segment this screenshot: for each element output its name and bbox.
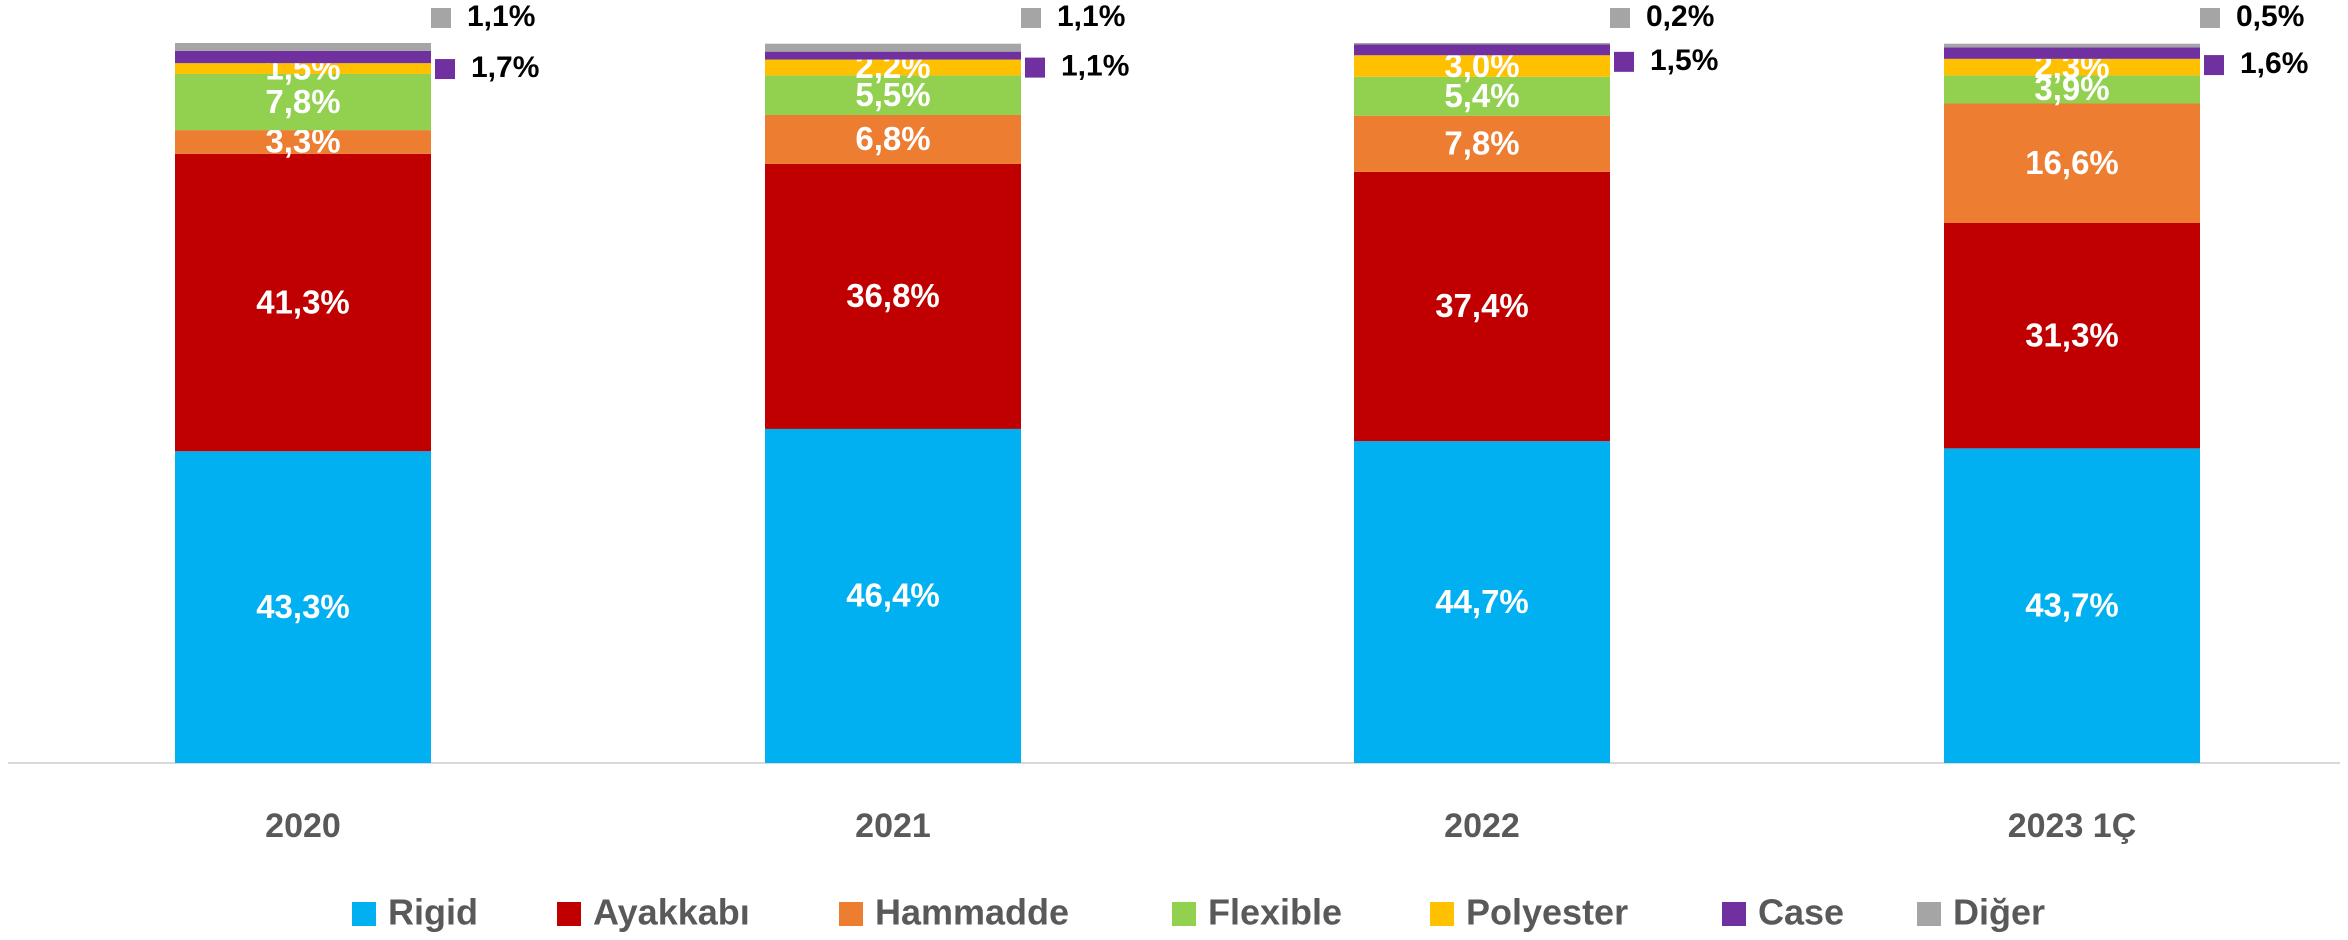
label-marker <box>2200 8 2220 28</box>
x-tick-label: 2022 <box>1444 807 1520 845</box>
bar-segment <box>765 115 1021 164</box>
bar-segment <box>765 59 1021 76</box>
data-label: 1,1% <box>1057 0 1125 33</box>
data-label: 3,9% <box>2034 70 2109 107</box>
bar-segment <box>1354 441 1610 763</box>
bar-segment <box>1354 115 1610 172</box>
data-label: 1,1% <box>467 0 535 33</box>
bar-segment <box>765 51 1021 60</box>
label-marker <box>2204 55 2224 76</box>
legend-label: Case <box>1758 892 1844 933</box>
bar-segment <box>1944 75 2200 104</box>
legend-label: Ayakkabı <box>593 892 750 933</box>
legend-marker <box>1917 902 1941 926</box>
legend-marker <box>352 902 376 926</box>
data-label: 44,7% <box>1435 583 1529 620</box>
legend-marker <box>1722 902 1746 926</box>
legend-label: Rigid <box>388 892 478 933</box>
data-label: 46,4% <box>846 577 940 614</box>
legend-marker <box>839 902 863 926</box>
bar-segment <box>175 63 431 74</box>
data-label: 5,5% <box>855 76 930 113</box>
x-tick-label: 2021 <box>855 807 931 845</box>
data-label: 1,1% <box>1061 50 1129 83</box>
bar-segment <box>1354 55 1610 77</box>
legend-label: Hammadde <box>875 892 1069 933</box>
data-label: 1,7% <box>471 51 539 84</box>
bar-segment <box>175 130 431 154</box>
bar-segment <box>1944 103 2200 223</box>
bar-segment <box>175 50 431 64</box>
data-label: 43,3% <box>256 588 350 625</box>
bar-segment <box>1354 43 1610 45</box>
legend-label: Diğer <box>1953 892 2045 933</box>
bar-segment <box>765 75 1021 115</box>
data-label: 43,7% <box>2025 586 2119 623</box>
bar-segment <box>1944 58 2200 76</box>
bar-segment <box>1944 223 2200 449</box>
legend-label: Flexible <box>1208 892 1342 933</box>
legend-label: Polyester <box>1466 892 1628 933</box>
legend-marker <box>1430 902 1454 926</box>
label-marker <box>435 59 455 80</box>
data-label: 7,8% <box>1444 125 1519 162</box>
bar-segment <box>1944 448 2200 763</box>
label-marker <box>1021 8 1041 28</box>
label-marker <box>1614 51 1634 72</box>
data-label: 7,8% <box>265 83 340 120</box>
data-label: 0,5% <box>2236 0 2304 33</box>
data-label: 1,5% <box>1650 44 1718 77</box>
bar-segment <box>765 43 1021 52</box>
bar-segment <box>175 451 431 763</box>
data-label: 37,4% <box>1435 287 1529 324</box>
legend-marker <box>557 902 581 926</box>
x-tick-label: 2020 <box>265 807 341 845</box>
bar-segment <box>1354 44 1610 56</box>
bar-segment <box>175 43 431 51</box>
data-label: 6,8% <box>855 120 930 157</box>
x-tick-label: 2023 1Ç <box>2008 807 2137 845</box>
label-marker <box>1025 57 1045 78</box>
data-label: 5,4% <box>1444 77 1519 114</box>
bar-segment <box>765 428 1021 763</box>
bar-segment <box>1354 171 1610 442</box>
bar-segment <box>1944 43 2200 48</box>
bar-segment <box>175 153 431 452</box>
bar-segment <box>1944 47 2200 59</box>
bar-segment <box>175 73 431 131</box>
data-label: 31,3% <box>2025 316 2119 353</box>
legend-marker <box>1172 902 1196 926</box>
data-label: 36,8% <box>846 277 940 314</box>
bar-segment <box>765 163 1021 429</box>
label-marker <box>431 8 451 28</box>
data-label: 1,6% <box>2240 47 2308 80</box>
data-label: 41,3% <box>256 283 350 320</box>
label-marker <box>1610 8 1630 28</box>
bar-segment <box>1354 76 1610 116</box>
data-label: 16,6% <box>2025 144 2119 181</box>
data-label: 0,2% <box>1646 0 1714 33</box>
